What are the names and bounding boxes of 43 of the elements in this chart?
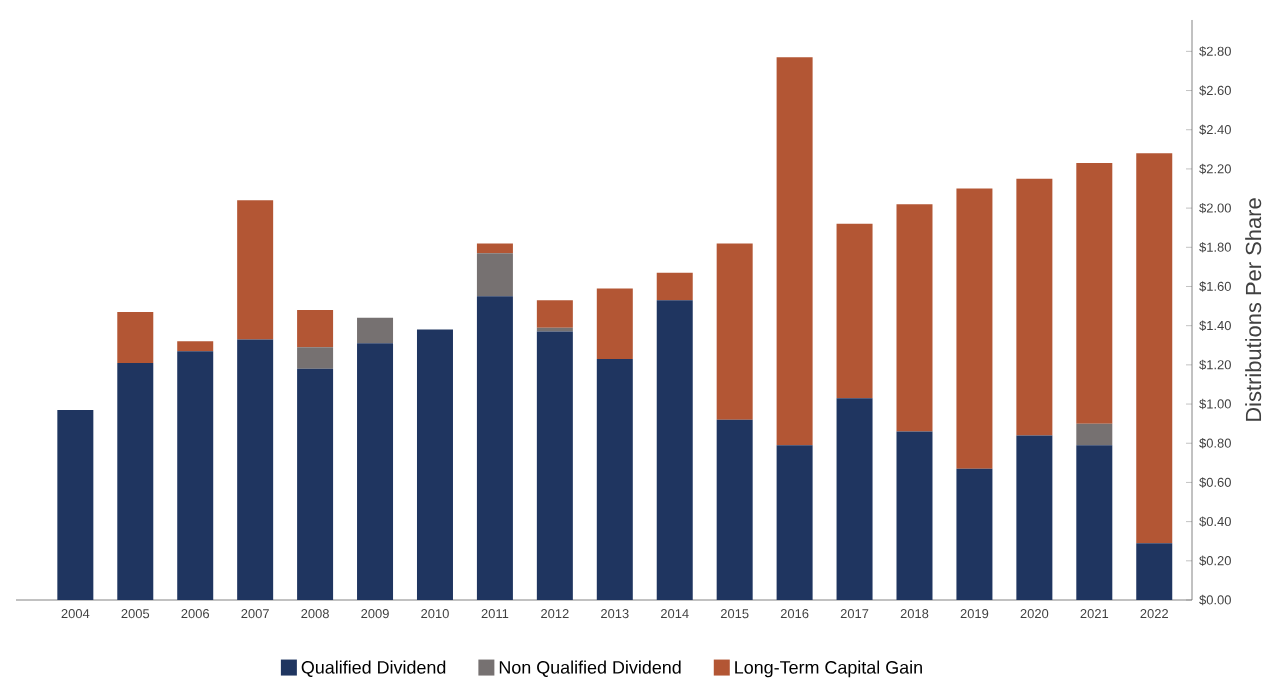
bar (656, 300, 693, 600)
bar (536, 300, 573, 328)
bar (656, 272, 693, 301)
bar (1016, 435, 1053, 600)
bar (476, 243, 513, 254)
bar (177, 351, 214, 600)
bar (237, 200, 274, 340)
bar (357, 343, 394, 600)
bar (716, 419, 753, 600)
bar (956, 468, 993, 600)
legend-label: Non Qualified Dividend (499, 660, 681, 677)
bar (836, 223, 873, 399)
bar (476, 253, 513, 297)
y-axis-title: Distributions Per Share (1245, 198, 1262, 421)
bar (117, 362, 154, 600)
bar (1076, 423, 1113, 446)
bar (297, 347, 334, 369)
bar (536, 331, 573, 600)
bar (836, 398, 873, 600)
bar (297, 368, 334, 600)
bar (596, 288, 633, 359)
legend-label: Long-Term Capital Gain (735, 660, 922, 678)
bar (716, 243, 753, 420)
bar (476, 296, 513, 600)
bar (297, 310, 334, 348)
bar (776, 57, 813, 446)
bar (1076, 445, 1113, 600)
bar (1076, 163, 1113, 424)
bar (177, 341, 214, 352)
bar (416, 329, 453, 600)
bar (956, 188, 993, 469)
bar (1136, 543, 1173, 600)
bar (596, 358, 633, 600)
bar (1136, 153, 1173, 544)
bar (357, 317, 394, 344)
legend-label: Qualified Dividend (301, 660, 446, 677)
bar (896, 204, 933, 432)
bar (1016, 178, 1053, 436)
bar (776, 445, 813, 600)
bar (237, 339, 274, 600)
bar (57, 409, 94, 600)
bar (117, 311, 154, 363)
bar (896, 431, 933, 600)
